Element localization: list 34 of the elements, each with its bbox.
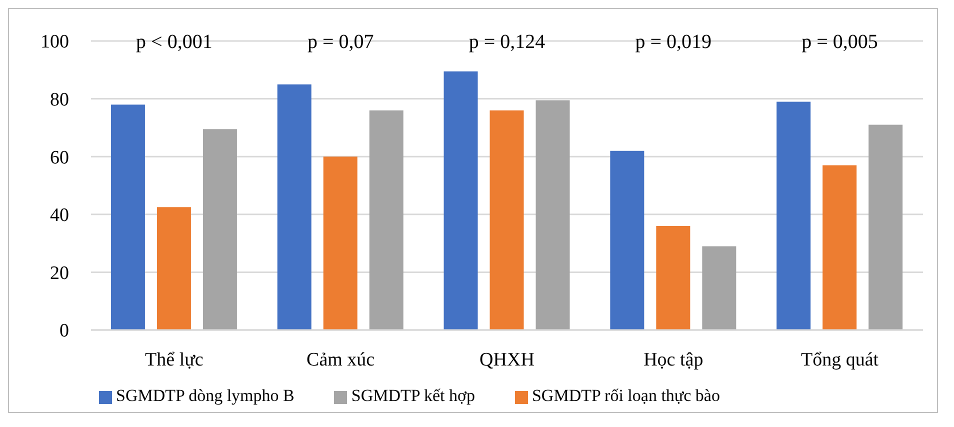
x-tick-label: QHXH xyxy=(480,349,535,370)
bar xyxy=(536,100,570,330)
y-tick-label: 0 xyxy=(60,320,69,342)
y-tick-label: 80 xyxy=(50,90,69,111)
bar xyxy=(202,129,237,330)
bar xyxy=(444,71,478,330)
y-tick-label: 60 xyxy=(50,147,69,168)
bar xyxy=(610,150,644,330)
x-tick-label: Cảm xúc xyxy=(306,349,375,370)
y-tick-label: 20 xyxy=(50,262,69,284)
bar xyxy=(156,207,191,330)
legend-label: SGMDTP dòng lympho B xyxy=(116,386,294,405)
bar xyxy=(323,156,358,330)
annotation: p = 0,124 xyxy=(468,31,546,54)
x-tick-label: Học tập xyxy=(644,349,704,370)
bar xyxy=(369,110,404,330)
annotation: p = 0,07 xyxy=(307,31,374,54)
y-tick-label: 100 xyxy=(40,32,69,53)
annotation: p = 0,005 xyxy=(802,31,878,54)
bar xyxy=(656,226,690,330)
bar xyxy=(702,246,736,330)
bar xyxy=(822,165,857,330)
legend-label: SGMDTP kết hợp xyxy=(351,386,475,405)
annotation: p = 0,019 xyxy=(635,31,712,54)
annotation: p < 0,001 xyxy=(136,31,212,54)
legend-label: SGMDTP rối loạn thực bào xyxy=(532,386,720,405)
bar xyxy=(277,84,312,330)
x-tick-label: Tổng quát xyxy=(801,349,880,370)
bar xyxy=(776,102,811,330)
bar xyxy=(110,104,145,330)
bar xyxy=(868,124,903,330)
bar xyxy=(490,110,524,330)
x-tick-label: Thể lực xyxy=(145,349,204,370)
y-tick-label: 40 xyxy=(50,205,69,226)
